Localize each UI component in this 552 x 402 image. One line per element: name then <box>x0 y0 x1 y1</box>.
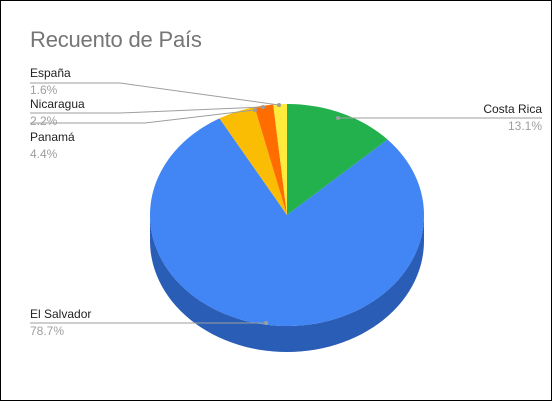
callout-label-costa-rica: Costa Rica <box>483 102 542 116</box>
callout-percent-costa-rica: 13.1% <box>508 119 542 133</box>
chart-title: Recuento de País <box>30 27 202 52</box>
callout-label-el-salvador: El Salvador <box>30 307 91 321</box>
pie-slice-nicaragua[interactable] <box>254 104 287 215</box>
callout-line-espana <box>30 82 280 106</box>
pie-slice-panama[interactable] <box>219 107 288 215</box>
callout-percent-espana: 1.6% <box>30 83 58 97</box>
callout-label-espana: España <box>30 66 71 80</box>
callout-line-nicaragua <box>30 106 264 114</box>
pie-side-el-salvador <box>150 215 424 352</box>
callout-dot-el-salvador <box>264 321 268 325</box>
pie-slice-espana[interactable] <box>273 104 287 215</box>
callout-label-panama: Panamá <box>30 130 75 144</box>
callout-dot-nicaragua <box>261 105 265 109</box>
pie-slice-costa-rica[interactable] <box>287 104 388 215</box>
callout-dot-costa-rica <box>336 116 340 120</box>
callout-percent-el-salvador: 78.7% <box>30 324 64 338</box>
callout-dot-espana <box>277 103 281 107</box>
callout-percent-panama: 4.4% <box>30 147 58 161</box>
callout-label-nicaragua: Nicaragua <box>30 97 85 111</box>
pie-slice-el-salvador[interactable] <box>150 118 424 326</box>
callout-line-panama <box>30 109 256 124</box>
callout-percent-nicaragua: 2.2% <box>30 114 58 128</box>
callout-dot-panama <box>253 108 257 112</box>
